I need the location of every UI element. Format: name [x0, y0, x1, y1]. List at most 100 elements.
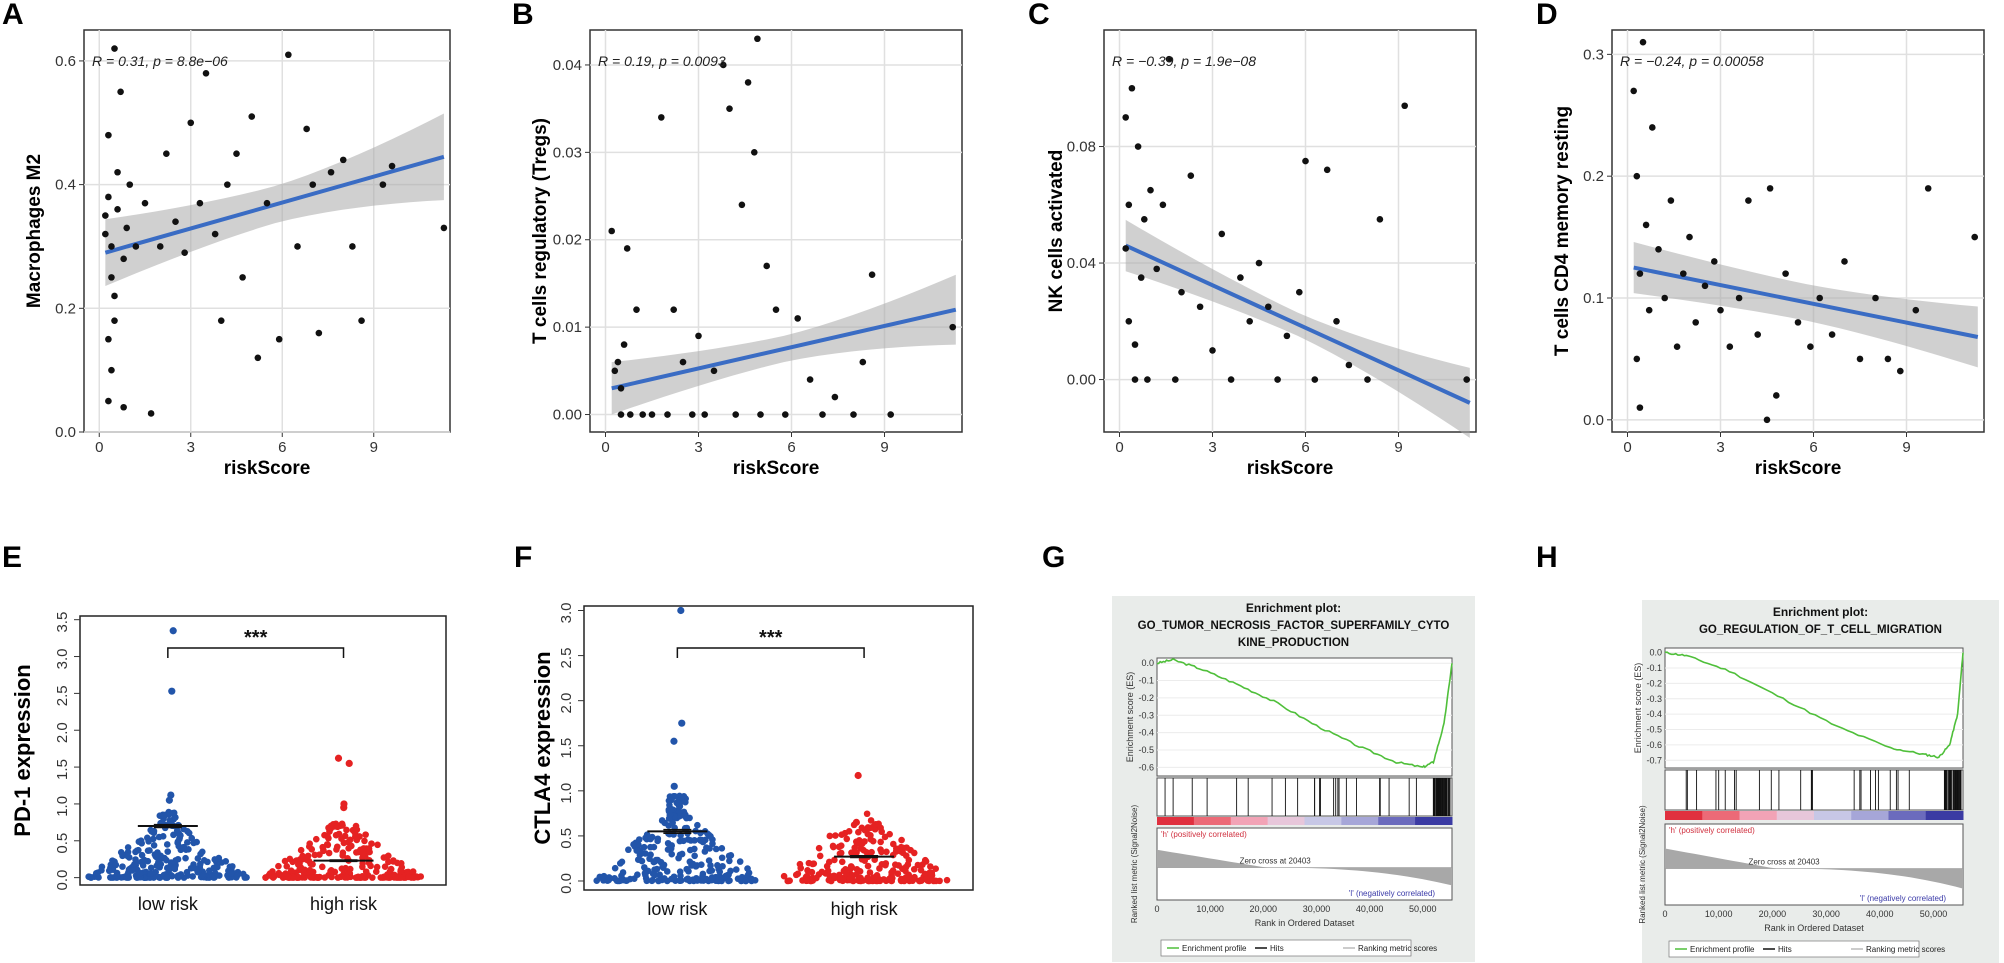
regression-line [104, 154, 445, 255]
swarm-point [895, 862, 902, 869]
data-point [627, 411, 634, 418]
swarm-point [174, 855, 182, 863]
data-point [623, 245, 631, 252]
swarm-point [200, 857, 208, 864]
data-point [831, 393, 839, 401]
significance-stars: *** [759, 627, 783, 649]
y-axis-title: Macrophages M2 [24, 154, 45, 308]
data-point [1125, 318, 1133, 325]
swarm-point [830, 872, 838, 880]
outlier-point [334, 754, 343, 762]
data-point [1630, 87, 1637, 95]
swarm-point [708, 874, 716, 881]
data-point [105, 193, 112, 201]
data-point [196, 199, 204, 207]
swarm-point [353, 836, 361, 844]
significance-bracket [167, 647, 345, 658]
x-axis-title: riskScore [1247, 458, 1334, 479]
correlation-annotation: R = −0.39, p = 1.9e−08 [1112, 53, 1256, 69]
swarm-point [114, 872, 121, 879]
gsea-panel-g: Enrichment plot: GO_TUMOR_NECROSIS_FACTOR… [1112, 596, 1475, 962]
data-point [1692, 319, 1699, 326]
data-point [819, 411, 826, 418]
swarm-point [379, 874, 386, 881]
data-point [1680, 270, 1687, 277]
swarm-point [125, 874, 133, 881]
swarm-point [868, 848, 875, 856]
data-point [658, 114, 665, 121]
regression-line [611, 307, 957, 391]
es-tick-label: -0.4 [1646, 709, 1662, 719]
confidence-band [611, 274, 956, 415]
x-tick-label: 3 [694, 439, 702, 456]
data-point [1237, 274, 1244, 281]
data-point [285, 51, 292, 59]
data-point [1302, 157, 1309, 165]
rank-color-segment [1304, 817, 1342, 825]
scatter-panel-d: 0 3 6 9 0.0 0.1 0.2 0.3 R = −0.24, p = 0.00058 ri… [1552, 29, 1985, 479]
x-tick-label: 0 [1115, 439, 1123, 456]
swarm-point [902, 867, 909, 875]
positive-label: 'h' (positively correlated) [1669, 826, 1755, 835]
swarm-point [297, 846, 305, 854]
data-point [440, 224, 448, 232]
swarm-point [625, 846, 632, 854]
data-point [217, 317, 225, 324]
x-tick-label: 9 [880, 439, 888, 456]
swarm-point [701, 848, 709, 855]
swarm-point [848, 864, 856, 871]
swarm-point [234, 872, 241, 879]
swarm-point [304, 852, 312, 860]
swarm-point [128, 867, 136, 874]
data-point [794, 315, 801, 322]
swarm-point [685, 867, 692, 875]
confidence-band [1633, 241, 1978, 368]
swarm-point [867, 817, 875, 824]
swarm-point [368, 840, 375, 847]
data-point [1296, 288, 1303, 296]
swarm-point [119, 863, 126, 870]
es-tick-label: -0.1 [1646, 663, 1662, 673]
swarm-point [678, 794, 686, 801]
swarm-point [147, 870, 154, 877]
swarm-point [804, 867, 811, 874]
data-point [1897, 367, 1904, 375]
swarm-point [877, 824, 884, 832]
data-point [1642, 221, 1650, 229]
data-point [1333, 318, 1340, 325]
swarm-point [882, 860, 890, 867]
data-point [187, 119, 195, 127]
rank-axis-label: Rank in Ordered Dataset [1255, 918, 1355, 928]
swarm-point [689, 876, 697, 883]
data-point [1673, 343, 1681, 351]
data-point [1187, 172, 1195, 179]
swarm-point [183, 868, 191, 876]
gsea-title: Enrichment plot: [1773, 605, 1868, 619]
swarm-point [332, 831, 340, 839]
swarm-point [171, 864, 178, 872]
swarm-point [189, 873, 197, 880]
es-tick-label: 0.0 [1649, 648, 1662, 658]
data-point [108, 243, 115, 250]
swarm-point [306, 840, 314, 848]
data-point [1912, 306, 1920, 314]
zero-cross-label: Zero cross at 20403 [1240, 857, 1312, 866]
x-tick-label: 3 [1716, 439, 1724, 456]
panel-letter-b: B [512, 0, 534, 31]
data-point [754, 35, 761, 43]
negative-label: 'l' (negatively correlated) [1349, 889, 1436, 898]
swarm-point [346, 836, 354, 844]
data-point [388, 162, 396, 170]
data-point [1754, 331, 1761, 338]
swarm-point [227, 870, 235, 877]
swarm-point [283, 863, 291, 870]
swarm-point [183, 839, 191, 846]
data-point [123, 224, 130, 232]
y-tick-label: 1.0 [54, 796, 71, 817]
significance-stars: *** [244, 627, 268, 649]
swarm-point [211, 856, 219, 863]
swarm-point [311, 851, 319, 859]
data-point [1745, 197, 1752, 204]
swarm-point [675, 799, 682, 807]
panel-letter-h: H [1536, 541, 1558, 574]
